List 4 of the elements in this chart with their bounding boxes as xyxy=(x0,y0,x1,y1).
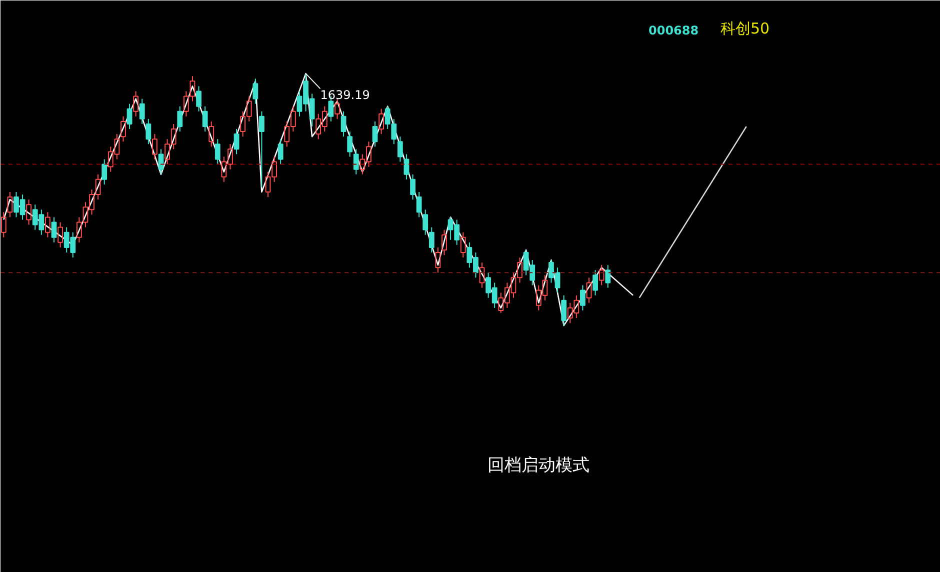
chart-subtitle: 科创50 xyxy=(720,20,770,38)
annotation: 1639.19 xyxy=(320,88,370,102)
chart-title: 000688 xyxy=(648,24,699,38)
text: 回档启动模式 xyxy=(488,456,590,476)
